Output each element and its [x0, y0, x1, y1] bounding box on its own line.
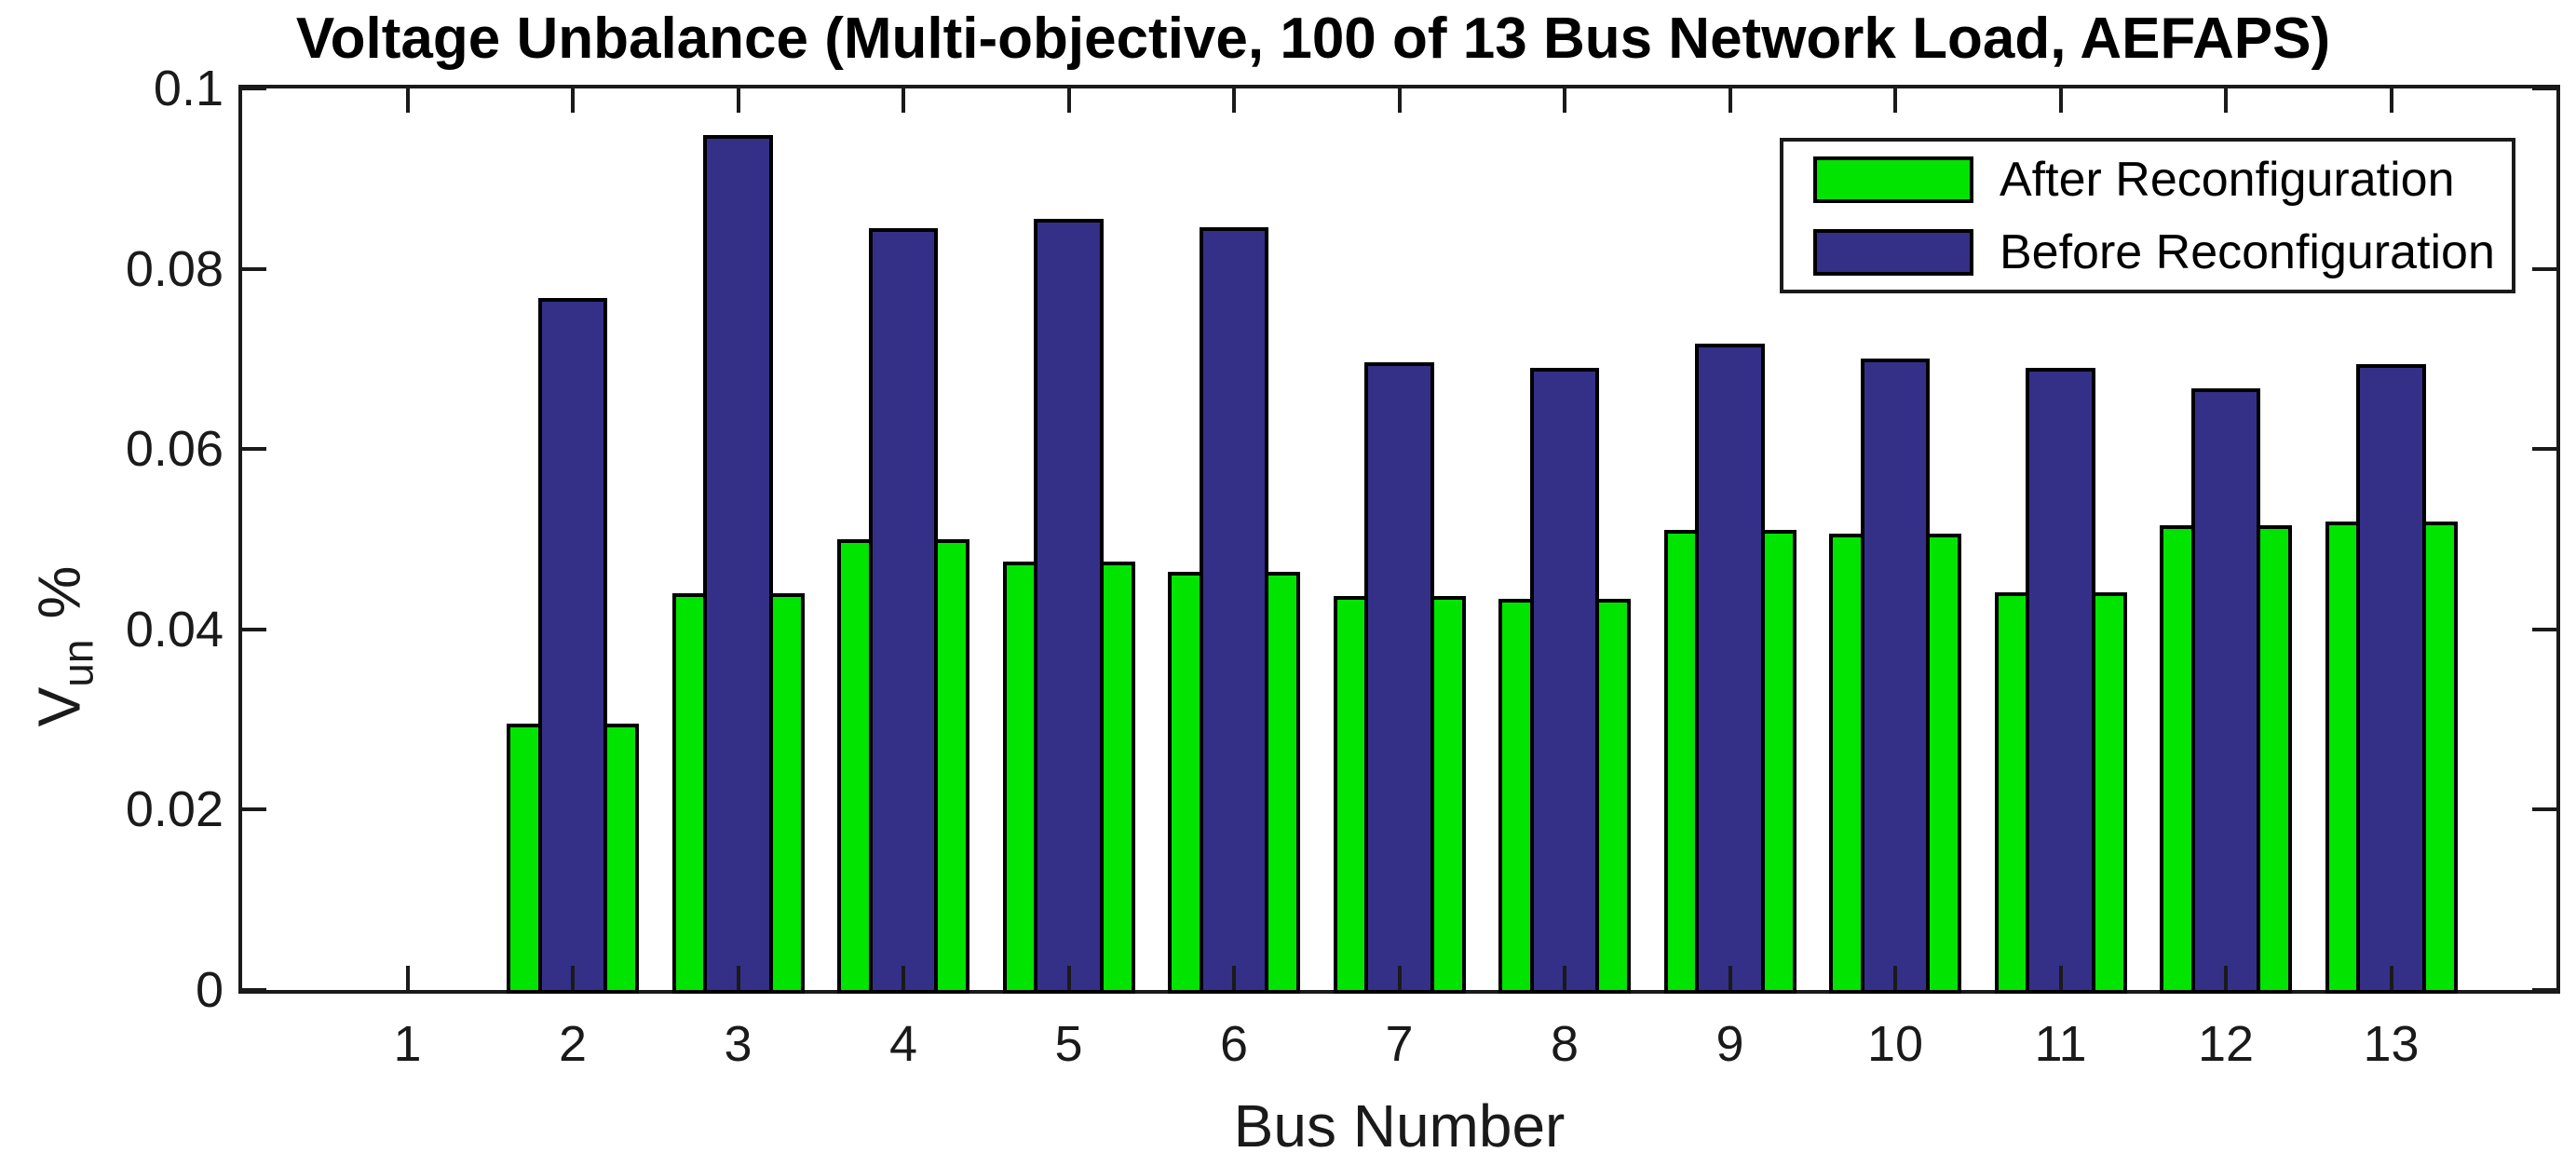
y-tick-mark-right	[2532, 807, 2556, 812]
y-tick-mark-left	[242, 988, 266, 992]
legend-item-after: After Reconfiguration	[1813, 152, 2512, 208]
legend: After Reconfiguration Before Reconfigura…	[1780, 138, 2515, 293]
x-tick-mark-top	[2058, 88, 2063, 113]
x-axis-label: Bus Number	[1233, 1092, 1566, 1159]
y-tick-label: 0.08	[125, 240, 224, 297]
x-tick-mark-top	[571, 88, 575, 113]
bar-before-bus-6	[1199, 227, 1269, 994]
x-tick-mark-top	[1066, 88, 1071, 113]
bar-before-bus-8	[1529, 368, 1600, 994]
x-tick-label: 7	[1385, 1016, 1414, 1072]
x-tick-label: 6	[1219, 1016, 1249, 1072]
bar-before-bus-12	[2190, 388, 2261, 994]
y-tick-mark-left	[242, 266, 266, 271]
y-axis-label-main: V	[25, 686, 93, 727]
x-tick-mark-top	[2224, 88, 2228, 113]
y-tick-mark-left	[242, 627, 266, 631]
x-tick-label: 13	[2363, 1016, 2420, 1072]
bar-before-bus-7	[1364, 362, 1434, 994]
y-tick-mark-left	[242, 807, 266, 812]
bar-before-bus-3	[703, 135, 773, 994]
bar-before-bus-13	[2356, 364, 2426, 994]
y-tick-label: 0.02	[125, 781, 224, 838]
y-tick-mark-right	[2532, 447, 2556, 452]
x-tick-label: 10	[1866, 1016, 1924, 1072]
x-tick-mark-top	[736, 88, 740, 113]
x-tick-mark-bottom	[1232, 966, 1236, 990]
y-tick-mark-right	[2532, 87, 2556, 90]
chart-title: Voltage Unbalance (Multi-objective, 100 …	[295, 7, 2331, 71]
x-tick-mark-bottom	[2389, 966, 2393, 990]
legend-swatch-before-icon	[1813, 228, 1973, 276]
x-tick-mark-bottom	[1563, 966, 1566, 990]
bar-before-bus-5	[1034, 219, 1104, 994]
legend-swatch-after-icon	[1813, 156, 1973, 203]
x-tick-label: 1	[393, 1016, 422, 1072]
x-tick-label: 8	[1550, 1016, 1579, 1072]
x-tick-label: 5	[1054, 1016, 1083, 1072]
x-tick-label: 12	[2197, 1016, 2255, 1072]
y-tick-label: 0.1	[153, 61, 224, 116]
bar-before-bus-2	[537, 297, 608, 994]
y-tick-mark-right	[2532, 266, 2556, 271]
y-tick-label: 0.04	[125, 601, 224, 658]
x-tick-mark-top	[405, 88, 410, 113]
x-tick-mark-top	[1232, 88, 1236, 113]
x-tick-mark-bottom	[2058, 966, 2063, 990]
x-tick-mark-bottom	[2224, 966, 2228, 990]
x-tick-label: 4	[888, 1016, 918, 1072]
y-tick-label: 0	[195, 962, 224, 1018]
x-tick-mark-bottom	[902, 966, 905, 990]
x-tick-mark-top	[2389, 88, 2393, 113]
x-tick-mark-bottom	[405, 966, 410, 990]
bar-before-bus-4	[868, 228, 939, 994]
bar-before-bus-9	[1695, 343, 1765, 994]
x-tick-label: 3	[724, 1016, 752, 1072]
x-tick-mark-bottom	[1893, 966, 1897, 990]
y-tick-mark-left	[242, 447, 266, 452]
x-tick-label: 9	[1715, 1016, 1744, 1072]
y-tick-label: 0.06	[125, 421, 224, 478]
x-tick-mark-bottom	[1066, 966, 1071, 990]
x-tick-label: 11	[2034, 1016, 2087, 1072]
legend-label-before: Before Reconfiguration	[2000, 224, 2495, 279]
x-tick-mark-bottom	[1728, 966, 1732, 990]
legend-label-after: After Reconfiguration	[2000, 152, 2455, 207]
x-tick-mark-top	[902, 88, 905, 113]
bar-before-bus-10	[1860, 359, 1931, 994]
y-tick-mark-left	[242, 87, 266, 90]
bar-before-bus-11	[2026, 368, 2095, 994]
x-tick-mark-bottom	[736, 966, 740, 990]
x-tick-mark-top	[1397, 88, 1402, 113]
x-tick-mark-bottom	[571, 966, 575, 990]
x-tick-mark-top	[1893, 88, 1897, 113]
x-tick-label: 2	[558, 1016, 588, 1072]
x-tick-mark-top	[1563, 88, 1566, 113]
y-tick-mark-right	[2532, 988, 2556, 992]
x-tick-mark-top	[1728, 88, 1732, 113]
legend-item-before: Before Reconfiguration	[1813, 224, 2512, 280]
x-tick-mark-bottom	[1397, 966, 1402, 990]
y-tick-mark-right	[2532, 627, 2556, 631]
